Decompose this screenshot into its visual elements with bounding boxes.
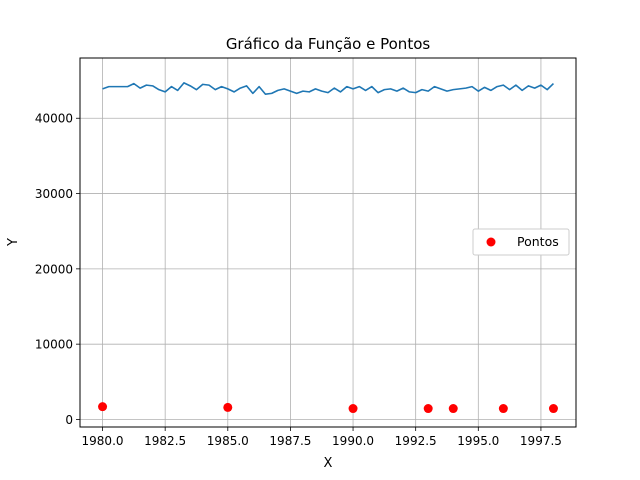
y-axis-ticks: 0 10000 20000 30000 40000 [35, 112, 80, 427]
plot-frame [79, 57, 577, 428]
x-tick-label: 1987.5 [269, 434, 311, 448]
y-tick-label: 0 [65, 413, 73, 427]
scatter-point [448, 404, 458, 414]
line-layer [102, 82, 555, 95]
y-axis-label: Y [6, 238, 21, 247]
scatter-point [498, 404, 508, 414]
x-tick-label: 1992.5 [395, 434, 437, 448]
legend: Pontos [472, 228, 570, 256]
legend-marker [486, 237, 496, 247]
x-tick-label: 1980.0 [82, 434, 124, 448]
chart-title: Gráfico da Função e Pontos [226, 35, 431, 53]
y-tick-label: 10000 [35, 338, 73, 352]
x-axis-ticks: 1980.0 1982.5 1985.0 1987.5 1990.0 1992.5 1995… [82, 427, 562, 448]
scatter-point [98, 402, 108, 412]
legend-label: Pontos [517, 234, 559, 249]
x-axis-label: X [324, 456, 333, 471]
scatter-point [423, 404, 433, 414]
scatter-point [548, 404, 558, 414]
scatter-layer [98, 402, 558, 414]
x-tick-label: 1995.0 [457, 434, 499, 448]
grid [80, 58, 576, 427]
y-tick-label: 40000 [35, 112, 73, 126]
y-tick-label: 30000 [35, 187, 73, 201]
scatter-point [348, 404, 358, 414]
x-tick-label: 1985.0 [207, 434, 249, 448]
x-tick-label: 1990.0 [332, 434, 374, 448]
legend-box [472, 228, 570, 256]
function-line [102, 82, 555, 95]
scatter-point [223, 402, 233, 412]
x-tick-label: 1982.5 [144, 434, 186, 448]
y-tick-label: 20000 [35, 262, 73, 276]
x-tick-label: 1997.5 [520, 434, 562, 448]
